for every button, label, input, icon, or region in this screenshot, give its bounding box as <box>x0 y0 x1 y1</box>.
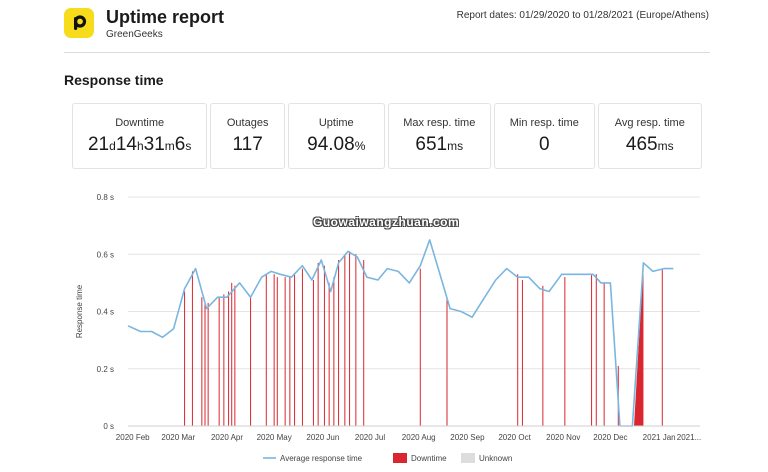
max-resp-unit: ms <box>447 139 464 153</box>
stat-value: 0 <box>538 134 550 155</box>
x-tick-label: 2020 Mar <box>161 433 195 442</box>
stat-card-uptime: Uptime 94.08% <box>287 103 385 169</box>
x-tick-label: 2020 Jun <box>306 433 339 442</box>
monitor-name: GreenGeeks <box>106 29 163 40</box>
letter-p-logo-icon <box>73 15 87 30</box>
legend-label: Downtime <box>411 454 447 463</box>
page-title: Uptime report <box>106 7 225 27</box>
downtime-minutes-unit: m <box>164 139 175 153</box>
legend-label: Average response time <box>280 454 363 463</box>
stat-card-downtime: Downtime 21d14h31m6s <box>72 103 208 169</box>
section-title: Response time <box>64 72 164 88</box>
downtime-seconds: 6 <box>174 134 186 155</box>
downtime-days-unit: d <box>109 139 116 153</box>
x-tick-label: 2021... <box>677 433 701 442</box>
stat-value: 94.08% <box>307 134 365 157</box>
stat-value: 21d14h31m6s <box>88 134 191 157</box>
downtime-block <box>634 262 644 426</box>
x-tick-label: 2020 Feb <box>116 433 150 442</box>
x-tick-label: 2020 Jul <box>355 433 385 442</box>
downtime-days: 21 <box>87 134 110 155</box>
stat-card-outages: Outages 117 <box>210 103 285 169</box>
stat-card-min-resp: Min resp. time 0 <box>494 103 595 169</box>
downtime-minutes: 31 <box>143 134 165 155</box>
stat-value: 651ms <box>415 134 463 157</box>
y-tick-label: 0.2 s <box>97 365 114 374</box>
stat-label: Outages <box>226 117 269 129</box>
downtime-hours-unit: h <box>136 139 144 153</box>
avg-resp-value: 465 <box>625 134 658 155</box>
x-tick-label: 2021 Jan <box>643 433 676 442</box>
x-tick-label: 2020 Apr <box>211 433 243 442</box>
stat-value: 117 <box>232 134 263 155</box>
x-tick-label: 2020 May <box>257 433 292 442</box>
max-resp-value: 651 <box>415 134 448 155</box>
x-tick-label: 2020 Nov <box>546 433 580 442</box>
stat-card-max-resp: Max resp. time 651ms <box>387 103 492 169</box>
downtime-hours: 14 <box>115 134 137 155</box>
stat-card-avg-resp: Avg resp. time 465ms <box>597 103 703 169</box>
x-tick-label: 2020 Dec <box>593 433 627 442</box>
header-divider <box>64 52 710 53</box>
stat-label: Max resp. time <box>403 117 476 129</box>
avg-resp-unit: ms <box>657 139 674 153</box>
report-dates: Report dates: 01/29/2020 to 01/28/2021 (… <box>456 10 709 21</box>
x-tick-label: 2020 Sep <box>450 433 485 442</box>
stat-label: Uptime <box>318 117 354 129</box>
y-tick-label: 0 s <box>103 422 114 431</box>
x-tick-label: 2020 Oct <box>498 433 531 442</box>
legend-swatch-unknown <box>461 453 475 463</box>
y-axis-label: Response time <box>75 284 84 338</box>
y-tick-label: 0.8 s <box>97 193 114 202</box>
watermark: Guowaiwangzhuan.com <box>313 215 460 229</box>
logo <box>64 8 94 38</box>
avg-response-line <box>127 239 674 427</box>
downtime-seconds-unit: s <box>185 139 192 153</box>
uptime-value: 94.08 <box>307 134 355 155</box>
stat-label: Downtime <box>115 117 165 129</box>
stat-label: Avg resp. time <box>614 117 685 129</box>
stats-cards: Downtime 21d14h31m6s Outages 117 Uptime … <box>72 103 703 169</box>
y-tick-label: 0.4 s <box>97 308 114 317</box>
legend-label: Unknown <box>479 454 512 463</box>
x-tick-label: 2020 Aug <box>402 433 436 442</box>
stat-value: 465ms <box>626 134 674 157</box>
y-tick-label: 0.6 s <box>97 250 114 259</box>
stat-label: Min resp. time <box>509 117 579 129</box>
uptime-unit: % <box>354 139 366 153</box>
response-time-chart: 0 s 0.2 s 0.4 s 0.6 s 0.8 s Response time 2020… <box>75 193 701 463</box>
legend-swatch-downtime <box>393 453 407 463</box>
